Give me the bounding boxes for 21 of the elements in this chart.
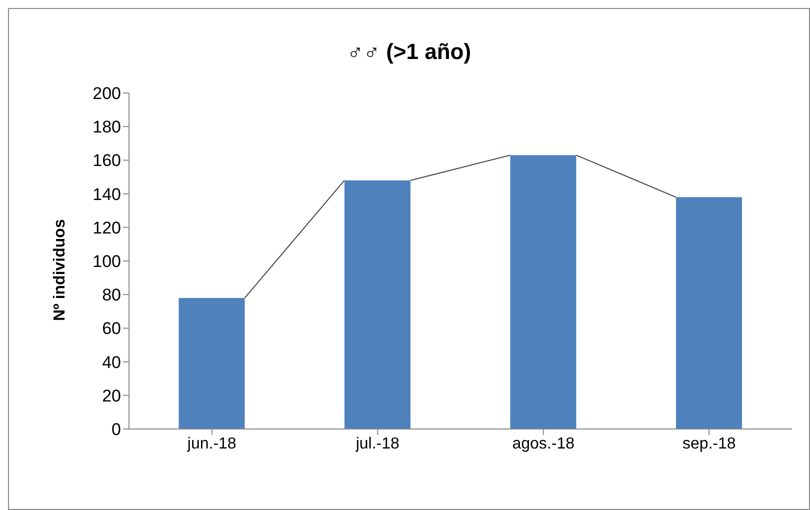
y-tick-label: 160 [92,151,121,170]
y-tick-label: 80 [102,286,121,305]
bar [676,197,742,429]
y-tick-label: 200 [92,84,121,104]
x-tick-label: jul.-18 [354,435,400,452]
bar [344,180,410,429]
y-tick-label: 60 [102,319,121,338]
bar [510,155,576,429]
y-tick-label: 40 [102,352,121,372]
y-tick-label: 140 [92,184,121,204]
x-tick-label: sep.-18 [682,435,736,452]
x-tick-label: agos.-18 [512,435,575,452]
y-tick-label: 120 [92,218,121,238]
bar [178,298,245,429]
y-tick-label: 20 [102,386,121,406]
chart-title: ♂♂ (>1 año) [346,39,472,65]
y-axis-title: Nº individuos [52,219,69,321]
y-tick-label: 100 [92,252,121,272]
y-tick-label: 0 [112,420,121,440]
y-tick-label: 180 [92,118,121,137]
x-tick-label: jun.-18 [186,435,236,452]
